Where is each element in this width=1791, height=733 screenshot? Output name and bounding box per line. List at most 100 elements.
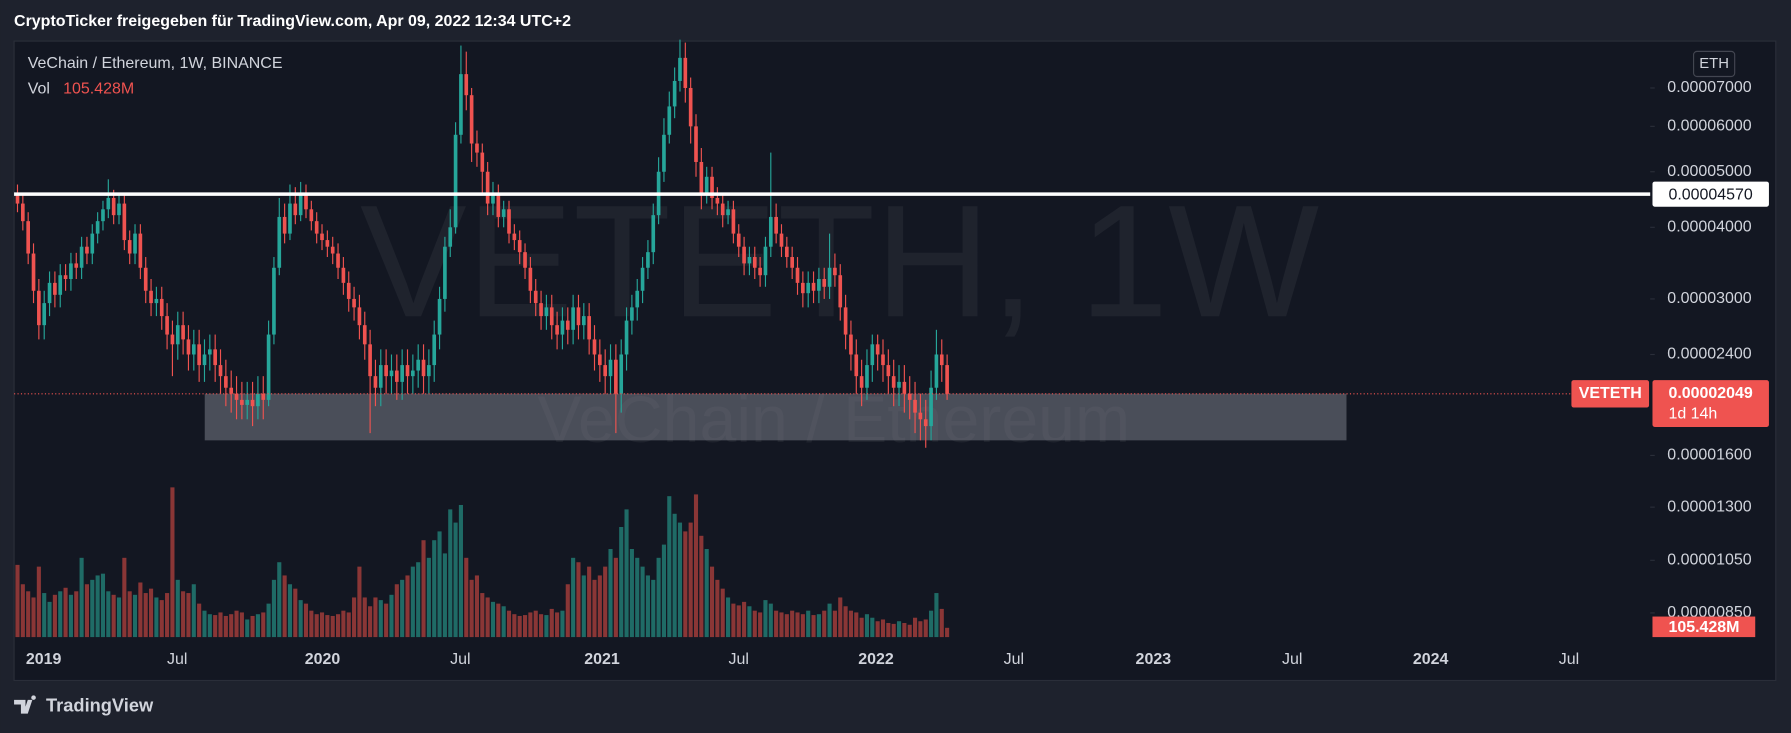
candle-body <box>475 143 479 153</box>
candle-body <box>528 267 533 291</box>
symbol: VETETH <box>1579 385 1642 402</box>
candle-body <box>635 290 640 308</box>
x-tick-label: 2024 <box>1413 651 1449 668</box>
volume-bar <box>458 504 463 638</box>
candle-body <box>443 246 447 299</box>
volume-bar <box>100 573 106 638</box>
volume-bar <box>448 509 453 638</box>
candle-body <box>694 126 698 162</box>
volume-bar <box>319 612 325 638</box>
volume-legend-name: Vol <box>28 80 50 97</box>
volume-bar <box>496 603 501 638</box>
candle-body <box>133 233 137 254</box>
volume-bar <box>106 591 111 638</box>
volume-label: 105.428M <box>1668 619 1739 636</box>
candle-body <box>421 359 426 377</box>
volume-bar <box>197 603 202 638</box>
volume-bar <box>661 544 667 638</box>
candle-body <box>881 354 885 366</box>
candle-body <box>207 349 212 355</box>
candle-body <box>507 209 511 234</box>
candle-body <box>865 365 869 388</box>
candle-body <box>352 298 356 308</box>
candle-body <box>224 376 228 388</box>
volume-bar <box>875 621 880 638</box>
candle-body <box>480 152 485 172</box>
currency[interactable]: ETH <box>1699 56 1729 72</box>
volume-bar <box>362 597 367 638</box>
candle-body <box>106 197 111 210</box>
volume-bar <box>902 623 907 638</box>
y-tick-label: 0.00005000 <box>1667 163 1751 180</box>
volume-bar <box>517 615 522 638</box>
candle-body <box>330 246 335 254</box>
volume-bar <box>378 600 383 638</box>
volume-bar <box>405 575 410 638</box>
volume-bar <box>159 600 164 638</box>
volume-bar <box>571 557 576 638</box>
volume-bar <box>421 540 426 638</box>
candle-body <box>202 354 207 366</box>
candle-body <box>491 192 495 204</box>
x-tick-label: 2023 <box>1136 651 1172 668</box>
volume-bar <box>597 575 602 638</box>
candle-body <box>849 334 853 355</box>
candle-body <box>411 370 415 377</box>
support-zone <box>204 393 1347 441</box>
volume-bar <box>437 531 442 638</box>
y-tick-label: 0.00002400 <box>1667 346 1751 363</box>
volume-bar <box>165 593 170 638</box>
candle-body <box>229 387 234 394</box>
volume-bar <box>170 487 175 638</box>
candle-body <box>726 209 730 216</box>
candle-body <box>448 227 453 247</box>
volume-bar <box>656 557 661 638</box>
volume-bar <box>912 617 918 638</box>
candle-body <box>598 354 602 366</box>
volume-label-box <box>1652 616 1756 638</box>
candle-body <box>261 393 266 400</box>
x-tick-label: Jul <box>729 651 749 668</box>
candle-body <box>795 267 800 283</box>
candle-body <box>571 307 575 330</box>
last-price-label: 0.00002049 <box>1668 385 1752 402</box>
volume-bar <box>795 612 800 638</box>
volume-bar <box>752 610 757 638</box>
candle-body <box>774 216 778 234</box>
volume-bar <box>480 593 485 638</box>
currency-box[interactable] <box>1693 50 1736 78</box>
candle-body <box>159 298 164 317</box>
candle-body <box>614 359 618 394</box>
last-price-box <box>1652 380 1769 427</box>
volume-bar <box>758 612 763 638</box>
candle-body <box>191 344 196 355</box>
volume-bar <box>245 619 250 638</box>
candle-body <box>277 216 282 268</box>
candle-body <box>143 267 148 291</box>
volume-bar <box>234 610 239 638</box>
candle-body <box>314 221 319 234</box>
candle-body <box>907 393 912 400</box>
candle-body <box>843 307 848 335</box>
volume-bar <box>287 584 293 638</box>
candle-body <box>453 134 458 228</box>
volume-bar <box>132 594 138 638</box>
candle-body <box>870 344 875 366</box>
candle-body <box>945 365 949 394</box>
volume-bar <box>314 614 319 638</box>
volume-bar <box>293 588 298 638</box>
candle-body <box>603 365 608 377</box>
volume-bar <box>624 509 629 638</box>
volume-bar <box>202 610 207 638</box>
candle-body <box>667 106 672 135</box>
candle-body <box>929 387 933 427</box>
candle-body <box>544 307 549 317</box>
candle-body <box>651 215 656 253</box>
volume-bar <box>357 566 362 638</box>
volume-bar <box>715 579 720 638</box>
candle-body <box>165 316 169 335</box>
volume-bar <box>218 612 223 638</box>
candle-body <box>699 161 704 193</box>
volume-bar <box>250 615 255 638</box>
